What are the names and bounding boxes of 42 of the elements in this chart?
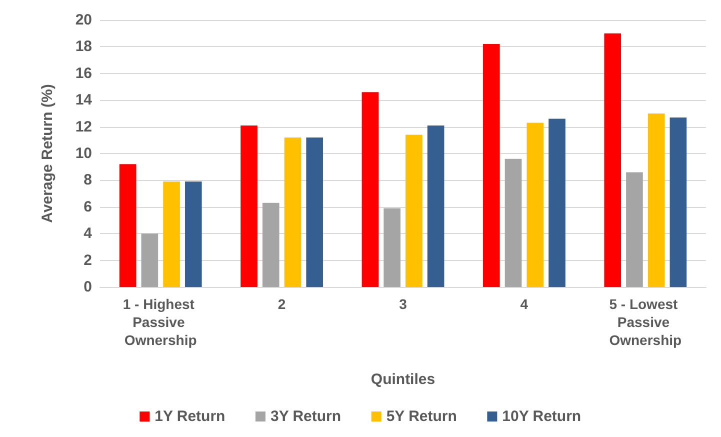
x-tick-label: 3: [399, 296, 408, 312]
bar: [384, 208, 400, 287]
y-tick-label: 20: [75, 12, 92, 28]
bar: [406, 134, 422, 287]
bar: [482, 44, 500, 287]
y-tick-label: 4: [84, 225, 93, 242]
x-tick-label: 4: [520, 296, 528, 312]
legend-label: 3Y Return: [270, 408, 342, 425]
bar: [548, 118, 566, 287]
bar: [504, 158, 522, 287]
bar: [119, 164, 136, 287]
y-tick-label: 16: [75, 64, 92, 82]
legend-label: 5Y Return: [386, 408, 457, 425]
y-tick-label: 12: [75, 118, 92, 136]
bar: [362, 92, 379, 287]
y-tick-label: 6: [84, 198, 92, 216]
bar: [526, 122, 544, 287]
bar: [648, 113, 665, 287]
x-tick-label: 2: [278, 296, 286, 312]
y-tick-label: 8: [84, 172, 92, 189]
bar: [240, 125, 258, 287]
y-tick-label: 10: [75, 145, 92, 162]
y-axis-title: Average Return (%): [39, 84, 56, 223]
y-tick-label: 2: [84, 252, 92, 269]
bar: [262, 202, 280, 287]
x-tick-label: 1 - Highest Passive Ownership: [122, 296, 198, 348]
y-tick-label: 0: [84, 278, 92, 296]
legend-label: 1Y Return: [154, 408, 226, 425]
y-tick-label: 18: [75, 38, 92, 56]
bar: [184, 182, 202, 287]
bar: [670, 117, 687, 287]
bar: [626, 172, 643, 287]
bar: [163, 182, 180, 287]
bar: [141, 234, 158, 287]
bar: [427, 125, 444, 287]
y-tick-label: 14: [75, 92, 93, 109]
bar: [604, 33, 622, 287]
x-axis-title: Quintiles: [370, 371, 436, 388]
x-tick-label: 5 - Lowest Passive Ownership: [609, 296, 682, 348]
bar: [284, 137, 302, 287]
legend-label: 10Y Return: [502, 408, 582, 425]
bar: [306, 137, 324, 287]
